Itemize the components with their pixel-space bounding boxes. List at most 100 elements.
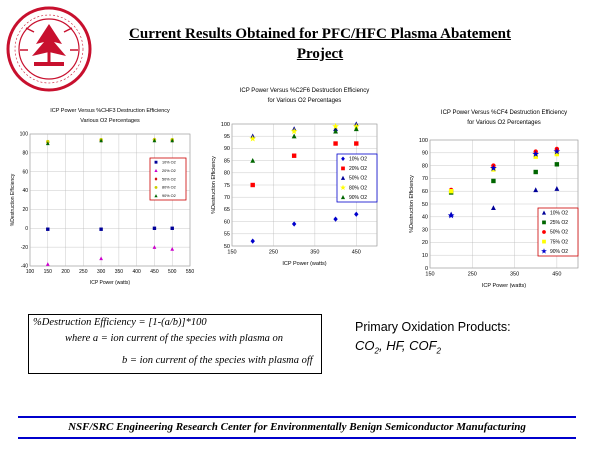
chart-title: ICP Power Versus %CHF3 Destruction Effic… xyxy=(50,108,170,114)
chart-title: ICP Power Versus %C2F6 Destruction Effic… xyxy=(240,88,370,94)
legend-marker-0 xyxy=(341,156,345,162)
data-point-0-1 xyxy=(491,205,496,211)
formula-line-2: where a = ion current of the species wit… xyxy=(65,333,284,344)
x-tick-label: 350 xyxy=(115,269,124,275)
legend-marker-2 xyxy=(542,230,546,234)
y-tick-label: 30 xyxy=(422,227,428,233)
footer-rule-top xyxy=(18,416,576,418)
data-point-0-1 xyxy=(291,221,297,227)
x-axis-label: ICP Power (watts) xyxy=(482,283,526,289)
y-tick-label: 65 xyxy=(224,207,230,213)
x-tick-label: 250 xyxy=(468,272,477,278)
data-point-4-3 xyxy=(170,138,175,143)
oxidation-products: Primary Oxidation Products: CO2, HF, COF… xyxy=(355,320,565,356)
legend-marker-1 xyxy=(154,168,158,173)
products-title: Primary Oxidation Products: xyxy=(355,320,511,334)
x-tick-label: 350 xyxy=(310,250,319,256)
data-point-3-3 xyxy=(352,122,360,130)
y-tick-label: 80 xyxy=(22,151,28,157)
chart-subtitle: for Various O2 Percentages xyxy=(268,98,342,104)
legend-label-1: 25% O2 xyxy=(550,220,568,226)
chart-title: ICP Power Versus %CF4 Destruction Effici… xyxy=(441,110,567,116)
formula-box: %Destruction Efficiency = [1-(a/b)]*100 … xyxy=(28,314,322,374)
products-list: CO2, HF, COF2 xyxy=(355,338,441,356)
data-point-4-1 xyxy=(291,133,297,139)
data-point-4-2 xyxy=(152,138,157,143)
data-point-0-2 xyxy=(533,187,539,193)
data-point-4-0 xyxy=(45,141,50,146)
y-tick-label: 90 xyxy=(224,146,230,152)
data-point-4-3 xyxy=(553,148,561,155)
legend-marker-3 xyxy=(542,239,546,244)
legend-label-2: 50% O2 xyxy=(162,177,176,181)
legend-label-4: 90% O2 xyxy=(349,195,367,201)
title-line-1: Current Results Obtained for PFC/HFC Pla… xyxy=(129,26,511,42)
x-tick-label: 150 xyxy=(227,250,236,256)
data-point-3-3 xyxy=(554,151,560,157)
legend-marker-4 xyxy=(154,194,158,198)
y-axis-label: %Destruction Efficiency xyxy=(409,175,415,233)
y-tick-label: 75 xyxy=(224,183,230,189)
x-axis-label: ICP Power (watts) xyxy=(90,280,131,286)
data-point-1-2 xyxy=(333,141,338,146)
legend-marker-0 xyxy=(154,160,158,164)
legend-marker-4 xyxy=(340,194,346,200)
y-tick-label: 100 xyxy=(221,122,230,128)
data-point-3-0 xyxy=(448,189,454,194)
y-tick-label: 50 xyxy=(224,244,230,250)
chart-c2f6: ICP Power Versus %C2F6 Destruction Effic… xyxy=(200,84,400,289)
page-title: Current Results Obtained for PFC/HFC Pla… xyxy=(110,24,530,64)
x-tick-label: 200 xyxy=(61,269,70,275)
legend-marker-3 xyxy=(340,184,346,191)
legend-label-0: 10% O2 xyxy=(162,160,176,164)
y-tick-label: 10 xyxy=(422,253,428,259)
x-tick-label: 250 xyxy=(269,250,278,256)
data-point-3-0 xyxy=(249,135,257,142)
data-point-1-2 xyxy=(533,169,538,175)
y-tick-label: 100 xyxy=(20,132,29,138)
y-tick-label: 50 xyxy=(422,202,428,208)
y-tick-label: 0 xyxy=(425,266,428,272)
y-tick-label: 40 xyxy=(422,215,428,221)
data-point-4-1 xyxy=(490,164,497,172)
y-tick-label: 80 xyxy=(422,163,428,169)
y-tick-label: -40 xyxy=(21,264,28,270)
legend-label-3: 80% O2 xyxy=(349,185,367,191)
legend-label-0: 10% O2 xyxy=(349,156,367,162)
data-point-0-3 xyxy=(170,226,174,230)
chart-chf3: ICP Power Versus %CHF3 Destruction Effic… xyxy=(4,104,204,299)
legend-label-4: 90% O2 xyxy=(162,194,176,198)
legend-label-1: 20% O2 xyxy=(349,166,367,172)
data-point-0-0 xyxy=(46,227,50,231)
chart-chf3-svg: ICP Power Versus %CHF3 Destruction Effic… xyxy=(10,108,195,286)
data-point-4-1 xyxy=(99,138,103,143)
x-tick-label: 100 xyxy=(26,269,35,275)
data-point-4-2 xyxy=(333,128,338,134)
data-point-0-3 xyxy=(554,186,560,191)
data-point-0-2 xyxy=(152,226,157,230)
data-point-0-2 xyxy=(333,216,338,222)
footer-rule-bottom xyxy=(18,437,576,439)
data-point-4-0 xyxy=(447,212,455,219)
y-tick-label: -20 xyxy=(21,245,28,251)
data-point-1-3 xyxy=(554,162,560,167)
y-tick-label: 70 xyxy=(224,195,230,201)
y-tick-label: 90 xyxy=(422,151,428,157)
legend-marker-3 xyxy=(154,185,158,189)
x-tick-label: 150 xyxy=(425,272,434,278)
y-tick-label: 85 xyxy=(224,158,230,164)
x-tick-label: 350 xyxy=(510,272,519,278)
product-co2: CO xyxy=(355,338,375,353)
x-tick-label: 300 xyxy=(97,269,106,275)
y-tick-label: 70 xyxy=(422,176,428,182)
legend-label-3: 80% O2 xyxy=(162,186,176,190)
formula-line-1: %Destruction Efficiency = [1-(a/b)]*100 xyxy=(33,317,207,328)
x-tick-label: 550 xyxy=(186,269,195,275)
data-point-1-3 xyxy=(170,246,175,251)
x-tick-label: 400 xyxy=(132,269,141,275)
chart-subtitle: Various O2 Percentages xyxy=(80,118,140,124)
data-point-1-1 xyxy=(99,256,103,261)
data-point-4-0 xyxy=(250,157,256,163)
data-point-3-1 xyxy=(290,127,298,135)
legend-label-2: 50% O2 xyxy=(349,176,367,182)
